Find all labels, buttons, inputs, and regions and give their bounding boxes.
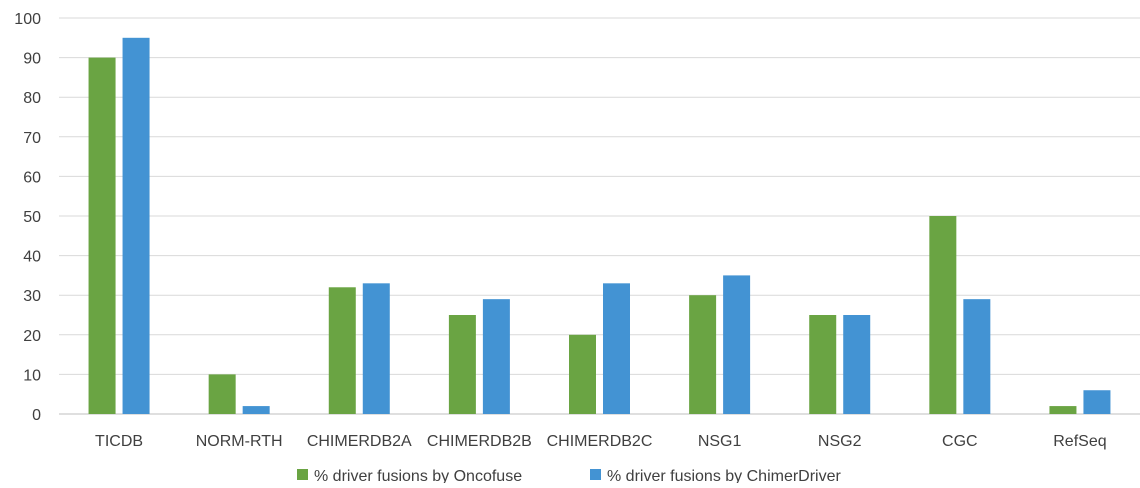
y-tick-label: 30: [23, 288, 41, 305]
y-tick-label: 70: [23, 130, 41, 147]
gridlines: [59, 17, 1140, 415]
y-tick-label: 10: [23, 367, 41, 384]
x-tick-label: NSG2: [818, 433, 862, 450]
legend-swatch: [590, 469, 601, 480]
y-tick-label: 60: [23, 169, 41, 186]
y-tick-label: 0: [32, 407, 41, 424]
y-tick-label: 50: [23, 209, 41, 226]
y-tick-label: 40: [23, 249, 41, 266]
bar-chimerdriver-chimerdb2a: [362, 283, 390, 414]
bar-oncofuse-nsg2: [809, 315, 837, 414]
x-tick-label: NORM-RTH: [196, 433, 283, 450]
bar-oncofuse-chimerdb2c: [569, 334, 596, 414]
y-tick-label: 20: [23, 328, 41, 345]
legend: % driver fusions by Oncofuse % driver fus…: [297, 468, 842, 485]
bar-chimerdriver-nsg1: [723, 275, 751, 414]
legend-swatch: [297, 469, 308, 480]
x-tick-label: RefSeq: [1053, 433, 1106, 450]
x-tick-label: NSG1: [698, 433, 742, 450]
bar-chimerdriver-refseq: [1083, 390, 1111, 414]
x-tick-label: CHIMERDB2B: [427, 433, 532, 450]
x-tick-label: CHIMERDB2C: [547, 433, 653, 450]
bar-chimerdriver-chimerdb2b: [482, 299, 510, 414]
bar-oncofuse-chimerdb2a: [328, 287, 356, 414]
bar-oncofuse-ticdb: [88, 57, 116, 414]
bar-chimerdriver-ticdb: [122, 37, 150, 415]
bar-oncofuse-chimerdb2b: [448, 315, 476, 414]
legend-label: % driver fusions by ChimerDriver: [607, 468, 842, 483]
y-tick-label: 90: [23, 51, 41, 68]
bar-oncofuse-norm-rth: [208, 374, 236, 414]
bar-oncofuse-cgc: [929, 216, 957, 414]
bar-chimerdriver-chimerdb2c: [603, 283, 630, 414]
bar-chimerdriver-cgc: [963, 299, 991, 414]
bar-chimerdriver-norm-rth: [242, 406, 270, 414]
x-tick-label: CGC: [942, 433, 978, 450]
legend-label: % driver fusions by Oncofuse: [314, 468, 522, 483]
bar-oncofuse-refseq: [1049, 406, 1077, 414]
x-tick-label: CHIMERDB2A: [307, 433, 412, 450]
y-tick-label: 100: [14, 11, 41, 28]
y-tick-label: 80: [23, 90, 41, 107]
x-axis: TICDB NORM-RTH CHIMERDB2A CHIMERDB2B CHIMERD…: [95, 433, 1107, 450]
bar-chimerdriver-nsg2: [843, 315, 871, 414]
y-axis: 0 10 20 30 40 50 60 70 80 90 100: [14, 11, 41, 424]
x-tick-label: TICDB: [95, 433, 143, 450]
bars: [88, 37, 1111, 415]
bar-oncofuse-nsg1: [689, 295, 717, 414]
